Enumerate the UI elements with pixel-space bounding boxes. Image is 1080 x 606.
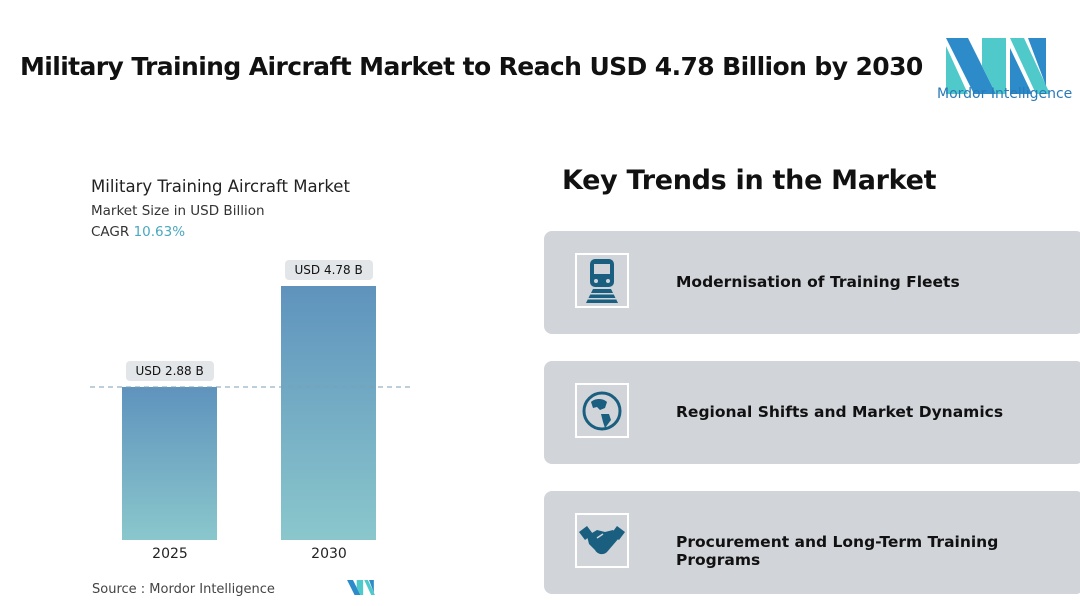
trend-card: Procurement and Long-Term Training Progr…	[544, 491, 1080, 594]
trend-card: Modernisation of Training Fleets	[544, 231, 1080, 334]
data-label: USD 4.78 B	[284, 260, 373, 280]
trend-label: Regional Shifts and Market Dynamics	[676, 403, 1004, 421]
train-icon	[575, 253, 629, 308]
mordor-small-logo	[347, 580, 375, 595]
trend-card: Regional Shifts and Market Dynamics	[544, 361, 1080, 464]
chart-title: Military Training Aircraft Market	[91, 177, 350, 196]
cagr: CAGR 10.63%	[91, 224, 185, 240]
trend-label: Procurement and Long-Term Training Progr…	[676, 533, 999, 569]
x-tick-label: 2025	[152, 546, 188, 562]
key-trends-title: Key Trends in the Market	[562, 165, 937, 196]
cagr-label: CAGR	[91, 224, 130, 240]
cagr-value: 10.63%	[133, 224, 186, 240]
data-label: USD 2.88 B	[125, 360, 214, 381]
logo-text: Mordor Intelligence	[937, 86, 1073, 102]
page-title: Military Training Aircraft Market to Rea…	[20, 52, 923, 81]
bar-2025	[122, 386, 217, 540]
globe-icon	[575, 383, 629, 438]
mordor-logo	[946, 38, 1050, 94]
source-text: Source : Mordor Intelligence	[92, 582, 275, 597]
chart-subtitle: Market Size in USD Billion	[91, 203, 265, 219]
handshake-icon	[575, 513, 629, 568]
bar-chart	[90, 286, 410, 540]
bar-2030	[281, 286, 376, 540]
x-tick-label: 2030	[311, 546, 347, 562]
trend-label: Modernisation of Training Fleets	[676, 273, 960, 291]
